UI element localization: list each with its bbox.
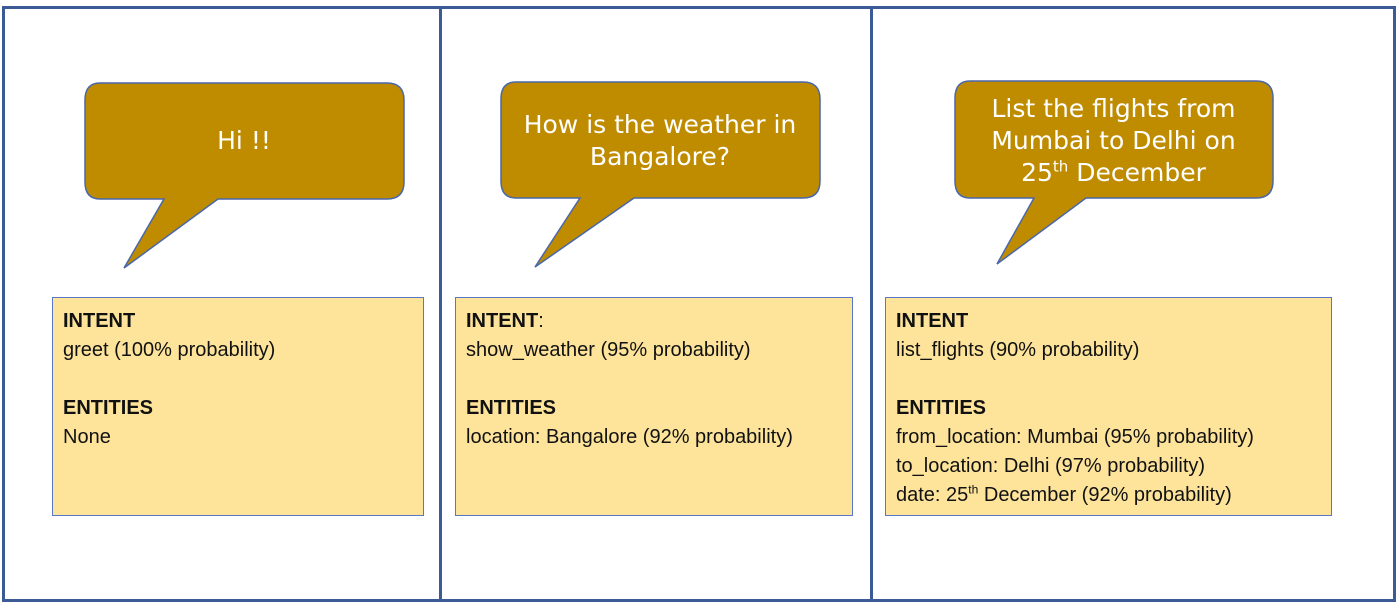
bubble-3-line-3: 25th December: [991, 157, 1235, 189]
bubble-2-line-2: Bangalore?: [589, 141, 731, 171]
bubble-text-3: List the flights from Mumbai to Delhi on…: [954, 82, 1273, 199]
bubble-3-date-rest: December: [1068, 157, 1206, 187]
intent-value: list_flights (90% probability): [896, 339, 1140, 361]
intent-heading: INTENT:: [466, 307, 852, 336]
entity-item: location: Bangalore (92% probability): [466, 426, 793, 448]
intent-label: INTENT: [896, 310, 969, 332]
entity-item: None: [63, 426, 111, 448]
entity-date-rest: December (92% probability): [978, 484, 1232, 506]
bubble-3-line-2: Mumbai to Delhi on: [991, 125, 1236, 155]
bubble-3-date-num: 25: [1021, 157, 1053, 187]
bubble-2-line-1: How is the weather in: [523, 109, 797, 139]
bubble-3-line-1: List the flights from: [991, 93, 1236, 123]
bubble-1-line-1: Hi !!: [217, 125, 271, 155]
entities-label: ENTITIES: [63, 397, 154, 419]
entity-date-prefix: date: 25: [896, 484, 969, 506]
speech-bubble-3: [954, 80, 1274, 265]
nlu-result-box-3: INTENT list_flights (90% probability) EN…: [885, 297, 1332, 516]
entity-item-date: date: 25th December (92% probability): [896, 481, 1331, 510]
intent-label: INTENT: [63, 310, 136, 332]
nlu-result-box-1: INTENT greet (100% probability) ENTITIES…: [52, 297, 424, 516]
speech-bubble-2: [500, 81, 821, 268]
bubble-text-1: Hi !!: [84, 82, 404, 199]
speech-bubble-1: [84, 82, 405, 269]
entity-date-sup: th: [968, 482, 979, 497]
intent-value: greet (100% probability): [63, 339, 276, 361]
bubble-text-2: How is the weather in Bangalore?: [500, 82, 820, 199]
intent-value: show_weather (95% probability): [466, 339, 751, 361]
intent-label-colon: :: [538, 310, 544, 332]
bubble-3-date-sup: th: [1052, 157, 1069, 176]
nlu-result-box-2: INTENT: show_weather (95% probability) E…: [455, 297, 853, 516]
entities-label: ENTITIES: [466, 397, 557, 419]
entities-label: ENTITIES: [896, 397, 987, 419]
entity-item: to_location: Delhi (97% probability): [896, 455, 1206, 477]
intent-label: INTENT: [466, 310, 539, 332]
entity-item: from_location: Mumbai (95% probability): [896, 426, 1254, 448]
